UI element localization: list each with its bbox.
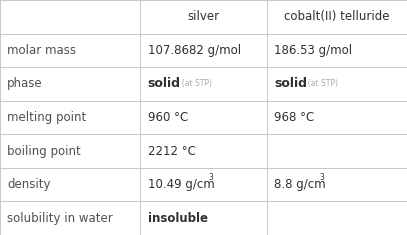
Text: (at STP): (at STP) xyxy=(177,79,212,88)
Text: 960 °C: 960 °C xyxy=(148,111,188,124)
Text: 10.49 g/cm: 10.49 g/cm xyxy=(148,178,214,191)
Text: melting point: melting point xyxy=(7,111,87,124)
Text: 3: 3 xyxy=(208,173,213,182)
Text: insoluble: insoluble xyxy=(148,212,208,225)
Text: 968 °C: 968 °C xyxy=(274,111,314,124)
Text: 3: 3 xyxy=(319,173,324,182)
Text: phase: phase xyxy=(7,77,43,90)
Text: 186.53 g/mol: 186.53 g/mol xyxy=(274,44,352,57)
Text: 2212 °C: 2212 °C xyxy=(148,145,196,158)
Text: cobalt(II) telluride: cobalt(II) telluride xyxy=(284,10,389,23)
Text: density: density xyxy=(7,178,51,191)
Text: (at STP): (at STP) xyxy=(303,79,338,88)
Text: solubility in water: solubility in water xyxy=(7,212,113,225)
Text: silver: silver xyxy=(188,10,219,23)
Text: 8.8 g/cm: 8.8 g/cm xyxy=(274,178,326,191)
Text: 107.8682 g/mol: 107.8682 g/mol xyxy=(148,44,241,57)
Text: solid: solid xyxy=(274,77,307,90)
Text: boiling point: boiling point xyxy=(7,145,81,158)
Text: molar mass: molar mass xyxy=(7,44,77,57)
Text: solid: solid xyxy=(148,77,181,90)
